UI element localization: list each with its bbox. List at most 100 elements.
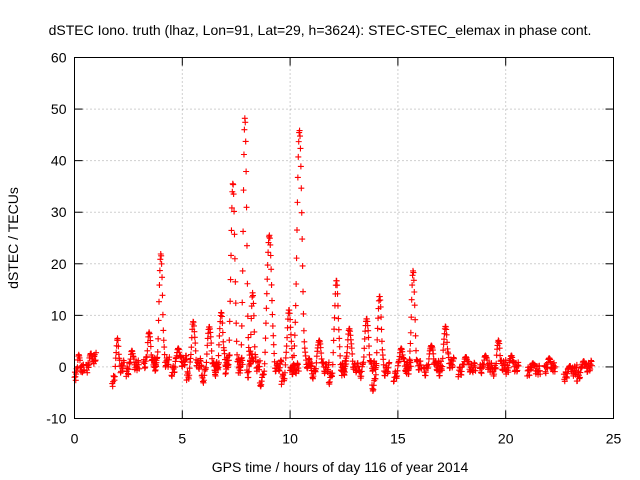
data-point — [377, 297, 384, 304]
data-point — [155, 335, 162, 342]
data-point — [228, 227, 235, 234]
data-point — [240, 187, 247, 194]
data-point — [283, 349, 290, 356]
data-point — [220, 338, 227, 345]
data-point — [250, 312, 257, 319]
data-point — [256, 363, 263, 370]
data-point — [497, 352, 504, 359]
data-point — [287, 331, 294, 338]
y-tick-label: 30 — [51, 204, 67, 220]
data-point — [171, 364, 178, 371]
data-point — [281, 369, 288, 376]
data-point — [208, 347, 215, 354]
data-point — [212, 369, 219, 376]
data-point — [192, 347, 199, 354]
data-point — [247, 348, 254, 355]
data-point — [342, 363, 349, 370]
data-point — [439, 355, 446, 362]
data-point — [204, 335, 211, 342]
data-point — [514, 367, 521, 374]
data-point — [301, 338, 308, 345]
y-tick-label: -10 — [46, 411, 66, 427]
data-point — [331, 314, 338, 321]
data-point — [221, 350, 228, 357]
data-point — [125, 371, 132, 378]
data-point — [313, 359, 320, 366]
data-point — [294, 199, 301, 206]
data-point — [243, 168, 250, 175]
data-point — [297, 133, 304, 140]
data-point — [325, 359, 332, 366]
data-point — [286, 310, 293, 317]
data-point — [287, 316, 294, 323]
data-point — [158, 252, 165, 259]
data-point — [374, 336, 381, 343]
data-point — [409, 282, 416, 289]
data-point — [250, 300, 257, 307]
data-point — [300, 327, 307, 334]
data-point — [208, 340, 215, 347]
data-point — [293, 280, 300, 287]
data-point — [90, 360, 97, 367]
data-point — [374, 325, 381, 332]
data-point — [373, 362, 380, 369]
data-point — [278, 358, 285, 365]
data-point — [203, 364, 210, 371]
x-tick-label: 10 — [282, 431, 298, 447]
data-point — [349, 350, 356, 357]
data-point — [233, 338, 240, 345]
data-point — [156, 298, 163, 305]
data-point — [365, 327, 372, 334]
data-point — [114, 337, 121, 344]
data-point — [204, 342, 211, 349]
data-point — [268, 266, 275, 273]
data-point — [360, 354, 367, 361]
data-point — [241, 126, 248, 133]
data-point — [156, 267, 163, 274]
data-point — [293, 255, 300, 262]
data-point — [412, 316, 419, 323]
data-point — [299, 236, 306, 243]
data-point — [86, 361, 93, 368]
data-point — [425, 361, 432, 368]
data-point — [166, 354, 173, 361]
data-point — [242, 138, 249, 145]
data-point — [472, 367, 479, 374]
data-point — [147, 337, 154, 344]
data-point — [203, 359, 210, 366]
data-point — [411, 302, 418, 309]
y-axis-label: dSTEC / TECUs — [5, 187, 21, 289]
y-tick-label: 20 — [51, 256, 67, 272]
data-point — [136, 365, 143, 372]
chart-title: dSTEC Iono. truth (lhaz, Lon=91, Lat=29,… — [49, 22, 592, 38]
data-point — [515, 362, 522, 369]
data-point — [268, 297, 275, 304]
data-point — [262, 349, 269, 356]
data-point — [573, 361, 580, 368]
data-point — [430, 350, 437, 357]
data-point — [225, 352, 232, 359]
data-point — [526, 372, 533, 379]
x-tick-label: 20 — [498, 431, 514, 447]
data-point — [121, 359, 128, 366]
y-tick-label: 10 — [51, 307, 67, 323]
data-point — [588, 362, 595, 369]
data-point — [215, 361, 222, 368]
data-point — [298, 209, 305, 216]
data-point — [406, 356, 413, 363]
data-point — [245, 374, 252, 381]
data-point — [264, 276, 271, 283]
data-point — [191, 328, 198, 335]
data-point — [191, 334, 198, 341]
data-point — [216, 332, 223, 339]
data-point — [248, 315, 255, 322]
data-point — [225, 361, 232, 368]
data-point — [231, 208, 238, 215]
data-point — [228, 204, 235, 211]
data-point — [297, 145, 304, 152]
data-point — [282, 354, 289, 361]
data-point — [215, 341, 222, 348]
x-tick-label: 5 — [178, 431, 186, 447]
data-point — [267, 241, 274, 248]
